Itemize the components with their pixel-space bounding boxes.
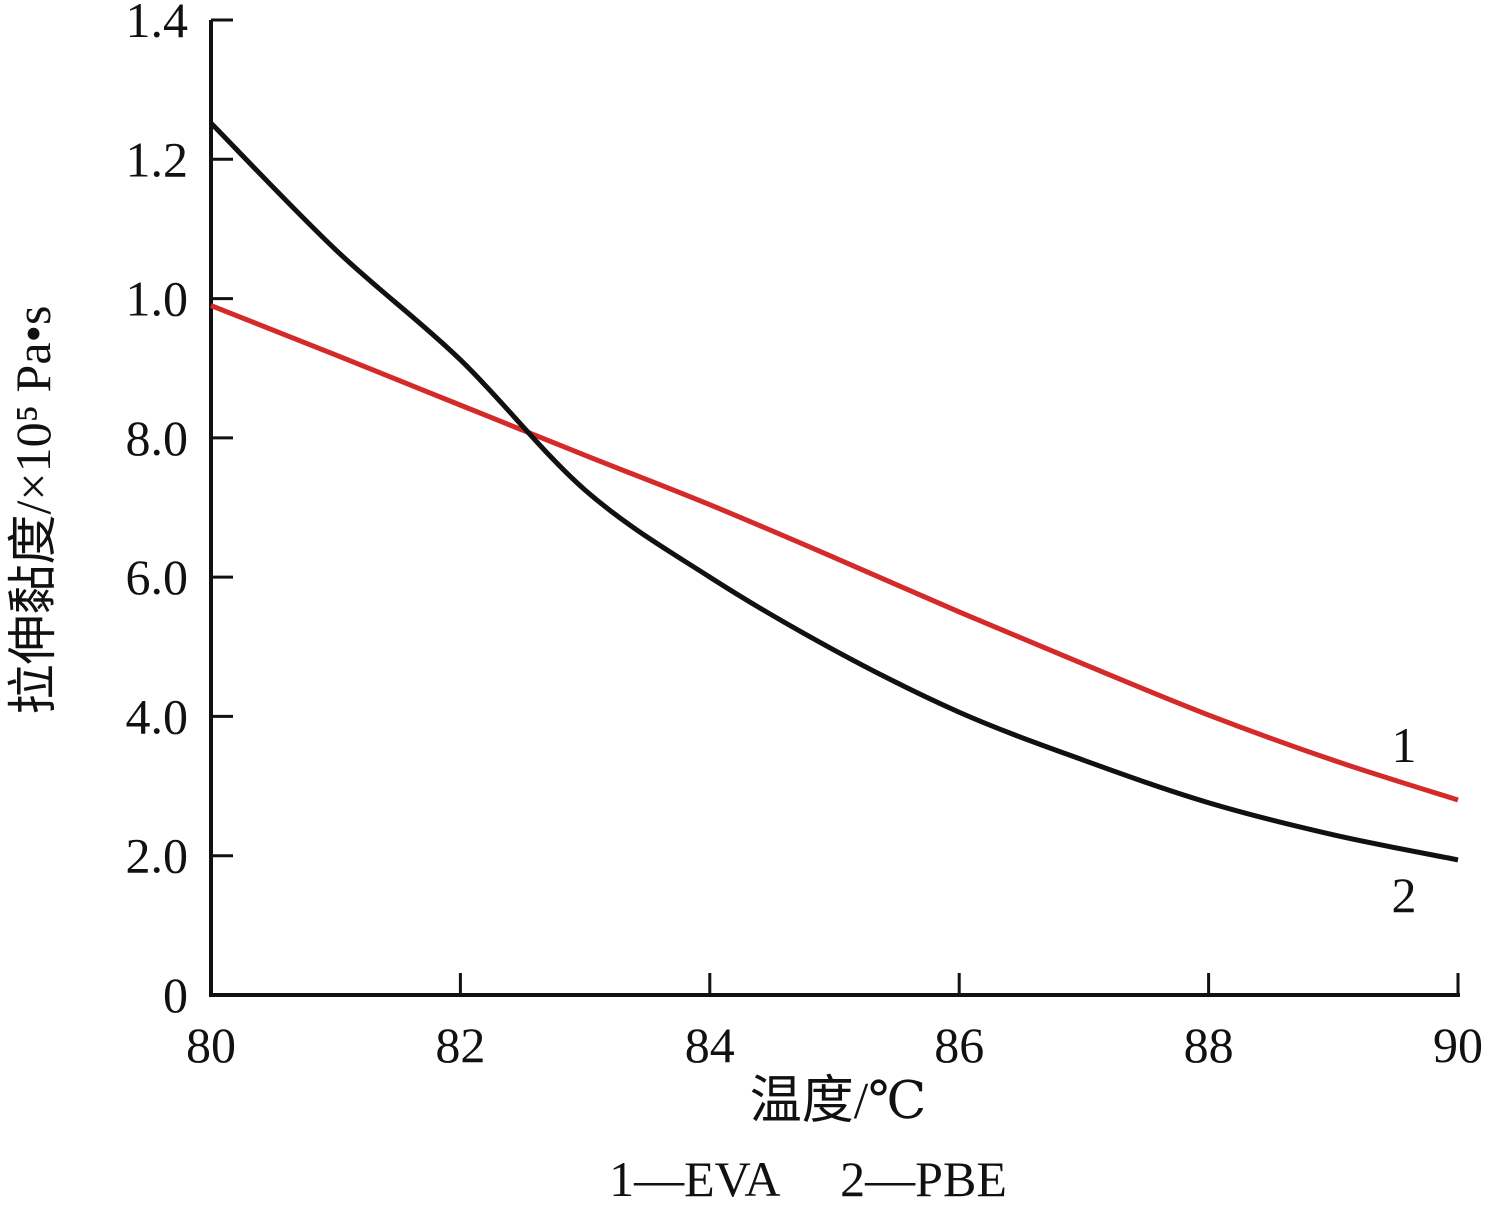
x-axis-label: 温度/℃: [750, 1073, 927, 1130]
series-line: [209, 121, 1459, 863]
y-tick-label: 1.2: [126, 131, 189, 187]
y-tick-label: 2.0: [126, 828, 189, 884]
x-tick-label: 84: [685, 1017, 735, 1073]
y-tick-label: 1.4: [126, 0, 189, 48]
x-tick-label: 82: [435, 1017, 485, 1073]
x-tick-label: 90: [1433, 1017, 1483, 1073]
y-tick-label: 8.0: [126, 410, 189, 466]
y-axis-label: 拉伸黏度/×10⁵ Pa•s: [5, 306, 61, 715]
y-tick-label: 0: [163, 967, 188, 1023]
y-tick-label: 4.0: [126, 688, 189, 744]
series-label: 1: [1392, 717, 1417, 773]
series-line: [210, 303, 1459, 803]
x-tick-label: 88: [1184, 1017, 1234, 1073]
caption: 1—EVA 2—PBE: [609, 1151, 1007, 1207]
series-label: 2: [1392, 867, 1417, 923]
y-tick-label: 1.0: [126, 271, 189, 327]
x-tick-label: 80: [186, 1017, 236, 1073]
y-tick-label: 6.0: [126, 549, 189, 605]
x-tick-label: 86: [934, 1017, 984, 1073]
